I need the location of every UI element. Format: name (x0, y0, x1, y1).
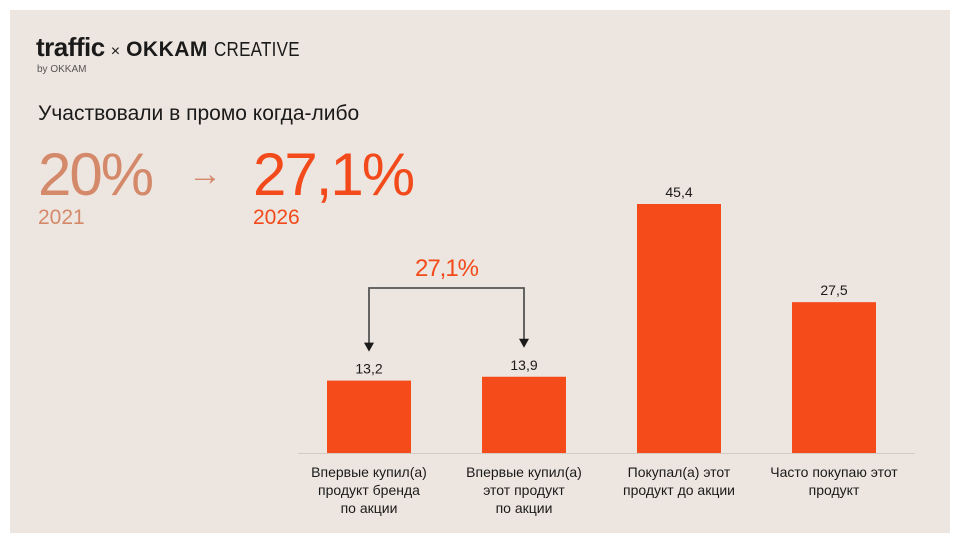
bar-value-label-2: 13,9 (510, 357, 537, 373)
category-label-1-line-1: Впервые купил(а) (311, 464, 427, 480)
logo: traffic × OKKAM CREATIVE by OKKAM (36, 32, 315, 75)
slide: traffic × OKKAM CREATIVE by OKKAM Участв… (10, 10, 950, 533)
stat-2026-value: 27,1% (253, 141, 415, 208)
stat-2026-year: 2026 (253, 206, 300, 229)
category-label-2-line-1: Впервые купил(а) (466, 464, 582, 480)
category-label-2-line-2: этот продукт (483, 482, 565, 498)
bar-chart: 13,2 Впервые купил(а) продукт бренда по акц… (298, 184, 915, 516)
page-title: Участвовали в промо когда-либо (38, 102, 360, 125)
annotation-arrow-left-icon (364, 342, 374, 352)
category-label-1-line-3: по акции (341, 500, 398, 516)
bar-value-label-4: 27,5 (820, 282, 847, 298)
category-label-3-line-2: продукт до акции (623, 482, 735, 498)
bar-3 (637, 204, 721, 453)
annotation-bracket (368, 287, 525, 345)
arrow-right-icon: → (188, 155, 222, 193)
annotation-arrow-right-icon (519, 338, 529, 348)
bar-4 (792, 302, 876, 453)
category-label-3-line-1: Покупал(а) этот (628, 464, 731, 480)
annotation-label: 27,1% (415, 255, 479, 282)
logo-creative: CREATIVE (213, 39, 300, 61)
category-label-2-line-3: по акции (496, 500, 553, 516)
bar-2 (482, 376, 566, 453)
bar-1 (327, 380, 411, 453)
logo-traffic: traffic (36, 32, 105, 62)
bar-value-label-1: 13,2 (355, 361, 382, 377)
logo-cross: × (110, 43, 121, 60)
logo-okkam: OKKAM (126, 38, 208, 61)
stat-2021-year: 2021 (38, 206, 85, 229)
category-label-1-line-2: продукт бренда (318, 482, 420, 498)
logo-by-okkam: by OKKAM (37, 64, 87, 75)
category-label-4-line-2: продукт (809, 482, 860, 498)
stat-2021-value: 20% (38, 141, 154, 208)
category-label-4-line-1: Часто покупаю этот (770, 464, 898, 480)
bar-value-label-3: 45,4 (665, 184, 692, 200)
